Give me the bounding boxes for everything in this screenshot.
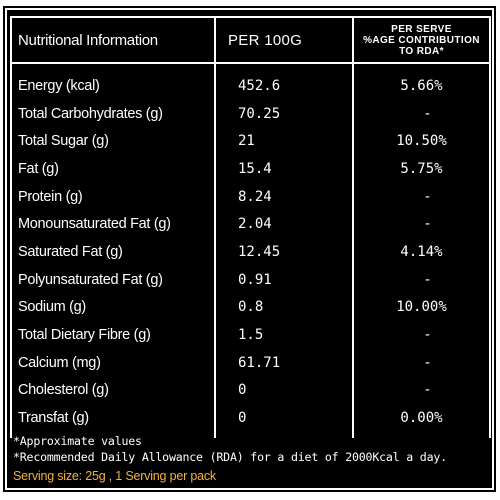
table-row: Saturated Fat (g) 12.45 4.14% <box>11 238 490 266</box>
rda-value: 10.00% <box>353 294 490 322</box>
table-body: Energy (kcal) 452.6 5.66% Total Carbohydrat… <box>11 63 490 438</box>
table-header-row: Nutritional Information PER 100G PER SER… <box>11 17 490 63</box>
per-100g-value: 8.24 <box>215 183 353 211</box>
table-row: Monounsaturated Fat (g) 2.04- <box>11 210 490 238</box>
nutrition-table: Nutritional Information PER 100G PER SER… <box>10 16 491 438</box>
serving-size: Serving size: 25g , 1 Serving per pack <box>13 468 491 484</box>
header-nutrient: Nutritional Information <box>11 17 215 63</box>
nutrient-name: Sodium (g) <box>11 294 215 322</box>
nutrient-name: Saturated Fat (g) <box>11 238 215 266</box>
per-100g-value: 0.91 <box>215 266 353 294</box>
nutrient-name: Fat (g) <box>11 155 215 183</box>
per-100g-value: 21 <box>215 127 353 155</box>
table-row: Cholesterol (g) 0- <box>11 377 490 405</box>
table-row: Polyunsaturated Fat (g) 0.91- <box>11 266 490 294</box>
table-row: Energy (kcal) 452.6 5.66% <box>11 63 490 100</box>
per-100g-value: 1.5 <box>215 321 353 349</box>
header-rda-line-1: PER SERVE <box>354 24 489 35</box>
per-100g-value: 15.4 <box>215 155 353 183</box>
nutrient-name: Cholesterol (g) <box>11 377 215 405</box>
per-100g-value: 2.04 <box>215 210 353 238</box>
nutrient-name: Protein (g) <box>11 183 215 211</box>
table-row: Total Carbohydrates (g) 70.25- <box>11 100 490 128</box>
table-row: Total Dietary Fibre (g) 1.5- <box>11 321 490 349</box>
header-rda-line-2: %AGE CONTRIBUTION <box>354 35 489 46</box>
rda-value: 4.14% <box>353 238 490 266</box>
table-row: Calcium (mg) 61.71- <box>11 349 490 377</box>
rda-value: 5.75% <box>353 155 490 183</box>
nutrient-name: Monounsaturated Fat (g) <box>11 210 215 238</box>
nutrient-name: Total Dietary Fibre (g) <box>11 321 215 349</box>
nutrient-name: Total Sugar (g) <box>11 127 215 155</box>
rda-value: - <box>353 349 490 377</box>
table-row: Protein (g) 8.24- <box>11 183 490 211</box>
rda-value: - <box>353 266 490 294</box>
footnotes: *Approximate values *Recommended Daily A… <box>13 433 491 484</box>
table-row: Total Sugar (g) 21 10.50% <box>11 127 490 155</box>
table-row: Sodium (g) 0.8 10.00% <box>11 294 490 322</box>
rda-value: - <box>353 100 490 128</box>
per-100g-value: 12.45 <box>215 238 353 266</box>
rda-value: - <box>353 183 490 211</box>
rda-value: 5.66% <box>353 63 490 100</box>
nutrient-name: Energy (kcal) <box>11 63 215 100</box>
per-100g-value: 0.8 <box>215 294 353 322</box>
per-100g-value: 70.25 <box>215 100 353 128</box>
rda-value: - <box>353 377 490 405</box>
nutrient-name: Calcium (mg) <box>11 349 215 377</box>
per-100g-value: 61.71 <box>215 349 353 377</box>
per-100g-value: 452.6 <box>215 63 353 100</box>
nutrition-panel: Nutritional Information PER 100G PER SER… <box>5 8 494 490</box>
note-approximate: *Approximate values <box>13 433 491 449</box>
rda-value: 10.50% <box>353 127 490 155</box>
rda-value: - <box>353 321 490 349</box>
nutrient-name: Total Carbohydrates (g) <box>11 100 215 128</box>
rda-value: - <box>353 210 490 238</box>
header-rda: PER SERVE %AGE CONTRIBUTION TO RDA* <box>353 17 490 63</box>
header-per-100g: PER 100G <box>215 17 353 63</box>
note-rda: *Recommended Daily Allowance (RDA) for a… <box>13 449 491 465</box>
nutrient-name: Polyunsaturated Fat (g) <box>11 266 215 294</box>
header-rda-line-3: TO RDA* <box>354 46 489 57</box>
per-100g-value: 0 <box>215 377 353 405</box>
table-row: Fat (g) 15.4 5.75% <box>11 155 490 183</box>
